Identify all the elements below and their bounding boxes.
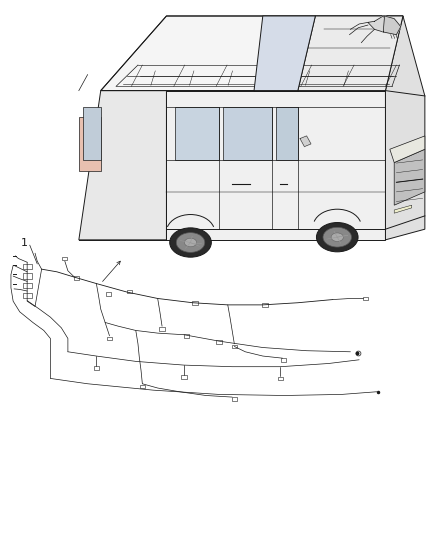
Bar [140, 385, 145, 388]
Bar [262, 303, 268, 307]
Bar [281, 358, 286, 361]
Bar [107, 337, 112, 341]
Text: 2: 2 [323, 67, 330, 77]
Text: 1: 1 [21, 238, 28, 247]
Polygon shape [300, 136, 311, 147]
Bar [181, 375, 187, 378]
Polygon shape [385, 16, 425, 240]
Bar [192, 301, 198, 305]
Ellipse shape [170, 228, 212, 257]
Ellipse shape [316, 222, 358, 252]
Bar [62, 257, 67, 260]
Polygon shape [368, 16, 388, 32]
Polygon shape [79, 117, 101, 171]
Polygon shape [83, 107, 101, 160]
Polygon shape [79, 91, 166, 240]
Bar [23, 273, 32, 279]
Bar [23, 293, 32, 298]
Bar [127, 290, 132, 293]
Bar [106, 292, 111, 296]
Polygon shape [175, 107, 219, 160]
Polygon shape [223, 107, 272, 160]
Bar [278, 376, 283, 381]
Bar [23, 283, 32, 288]
Ellipse shape [323, 227, 351, 247]
Polygon shape [166, 91, 385, 240]
Polygon shape [276, 107, 298, 160]
Bar [363, 296, 368, 301]
Bar [232, 397, 237, 401]
Polygon shape [394, 205, 412, 213]
Polygon shape [390, 136, 425, 163]
Bar [232, 345, 237, 349]
Bar [74, 276, 79, 280]
Ellipse shape [331, 233, 343, 241]
Ellipse shape [176, 232, 205, 253]
Polygon shape [101, 16, 403, 91]
Bar [94, 366, 99, 370]
Polygon shape [298, 16, 403, 91]
Bar [159, 327, 165, 330]
Polygon shape [394, 149, 425, 205]
Bar [23, 264, 32, 269]
Polygon shape [383, 16, 401, 35]
Ellipse shape [184, 238, 197, 247]
Bar [184, 334, 189, 338]
Bar [216, 341, 222, 344]
Polygon shape [254, 16, 315, 91]
